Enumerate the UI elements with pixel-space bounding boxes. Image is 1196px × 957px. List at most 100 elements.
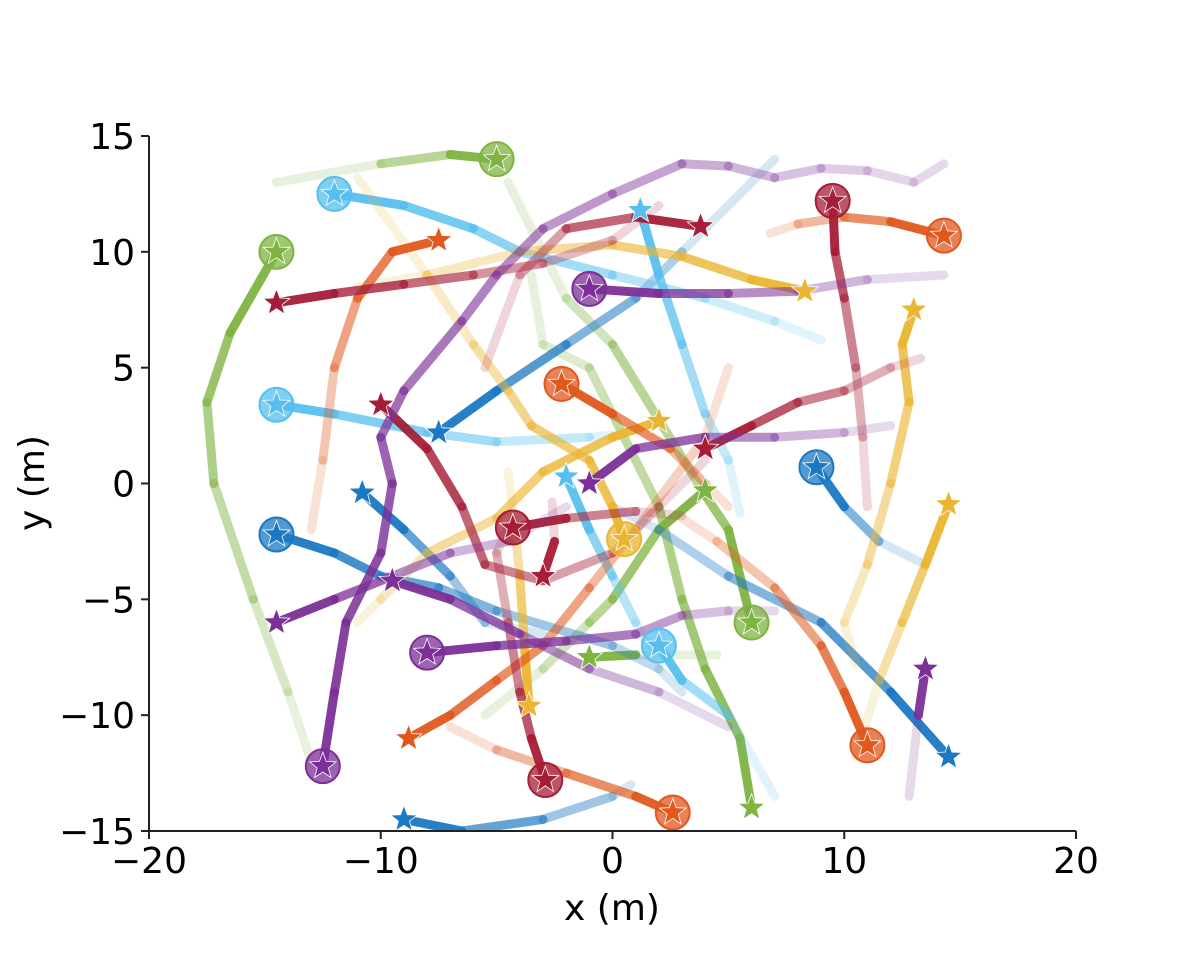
trajectory-segment (445, 675, 502, 720)
trajectory-segment (376, 150, 455, 169)
star-marker (574, 642, 604, 670)
star-marker (790, 276, 820, 304)
trajectory-segment (387, 576, 455, 604)
trajectory-segment (561, 629, 641, 646)
trajectory-segment (654, 525, 733, 581)
star-marker (308, 750, 338, 779)
trajectory-segment (874, 618, 907, 685)
trajectory-series (387, 576, 733, 732)
y-tick-label: 5 (112, 349, 135, 390)
star-marker (899, 294, 929, 323)
trajectory-segment (202, 328, 235, 407)
y-tick-label: −15 (59, 812, 135, 853)
trajectory-segment (584, 525, 617, 581)
trajectory-segment (561, 472, 594, 535)
trajectory-segment (723, 710, 780, 801)
trajectory-segment (886, 397, 914, 488)
trajectory-segment (538, 189, 617, 234)
trajectories (202, 150, 953, 831)
trajectory-segment (677, 594, 710, 674)
trajectory-segment (283, 687, 316, 766)
trajectory-segment (920, 499, 953, 570)
star-marker (424, 417, 454, 445)
trajectory-segment (830, 247, 849, 303)
trajectory-segment (654, 455, 710, 512)
trajectory-segment (584, 455, 617, 512)
star-marker (366, 389, 396, 418)
trajectory-series (399, 780, 636, 831)
trajectory-segment (480, 664, 548, 720)
trajectory-segment (608, 525, 664, 604)
star-marker (574, 468, 604, 496)
trajectory-segment (874, 536, 930, 570)
trajectory-segment (909, 159, 949, 187)
star-marker (389, 804, 419, 832)
trajectory-segment (665, 444, 710, 488)
star-marker (644, 630, 674, 658)
y-tick-label: 15 (89, 117, 135, 158)
y-tick-label: 0 (112, 465, 135, 506)
star-marker (530, 764, 560, 793)
trajectory-segment (839, 293, 861, 373)
trajectory-segment (547, 497, 560, 546)
trajectory-series (202, 247, 316, 766)
trajectory-segment (584, 363, 617, 419)
star-marker (498, 512, 528, 540)
trajectory-segment (723, 161, 780, 183)
trajectory-segment (480, 560, 548, 586)
trajectory-segment (445, 722, 502, 755)
trajectory-segment (700, 664, 745, 743)
trajectory-segment (422, 444, 467, 512)
trajectory-segment (839, 212, 896, 227)
star-marker (514, 690, 544, 719)
trajectory-segment (839, 502, 884, 546)
trajectory-segment (858, 432, 872, 512)
trajectory-segment (526, 270, 548, 349)
trajectory-segment (329, 279, 409, 298)
trajectory-segment (608, 571, 641, 627)
trajectory-series (677, 513, 872, 750)
trajectory-series (272, 150, 502, 187)
trajectory-segment (492, 467, 548, 523)
trajectory-segment (561, 506, 641, 523)
trajectory-segment (862, 270, 949, 285)
star-marker (690, 433, 720, 462)
trajectory-segment (816, 618, 896, 697)
trajectory-segment (723, 455, 745, 519)
trajectory-segment (329, 571, 397, 604)
trajectory-segment (353, 173, 432, 280)
y-ticks: −15 −10 −5 0 5 10 15 (59, 117, 149, 853)
trajectory-segment (329, 293, 363, 373)
trajectory-segment (561, 768, 641, 801)
trajectory-segment (631, 611, 687, 639)
star-marker (910, 653, 940, 682)
trajectory-segment (913, 664, 930, 720)
trajectory-segment (492, 224, 548, 280)
trajectory-segment (422, 270, 478, 349)
x-axis-label: x (m) (564, 888, 660, 929)
star-marker (412, 637, 442, 665)
x-tick-label: 10 (821, 841, 867, 882)
x-tick-label: 0 (601, 841, 624, 882)
trajectory-segment (770, 316, 826, 345)
star-marker (802, 452, 831, 480)
trajectory-segment (480, 270, 525, 373)
star-marker (394, 723, 423, 751)
trajectory-segment (770, 428, 849, 442)
trajectory-series (765, 212, 949, 241)
star-marker (262, 519, 291, 547)
trajectory-segment (793, 386, 849, 407)
trajectory-segment (677, 159, 733, 171)
trajectory-segment (608, 201, 664, 245)
trajectory-segment (839, 421, 896, 437)
trajectory-segment (886, 353, 926, 373)
star-marker (658, 797, 688, 825)
trajectory-segment (492, 641, 548, 685)
trajectory-segment (886, 687, 953, 762)
trajectory-segment (515, 240, 617, 257)
trajectory-segment (561, 293, 617, 349)
star-marker (262, 389, 291, 418)
trajectory-segment (422, 513, 502, 558)
star-marker (818, 185, 848, 214)
star-marker (574, 273, 604, 302)
